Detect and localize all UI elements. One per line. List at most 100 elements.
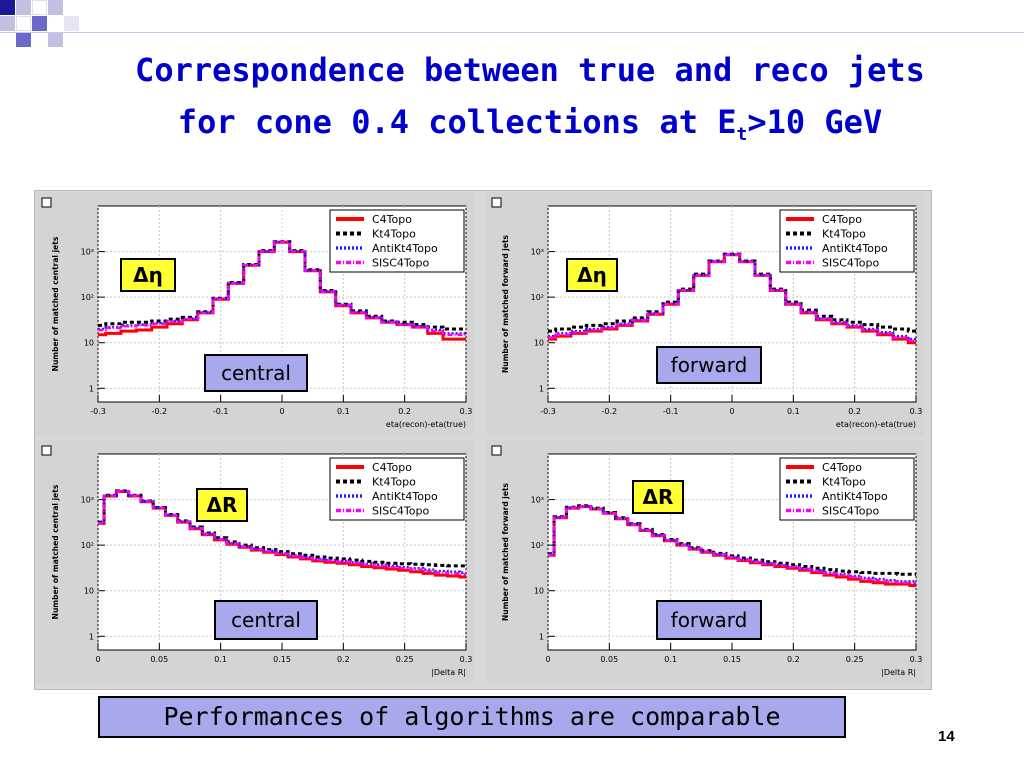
y-tick-label: 10²: [531, 541, 544, 550]
x-tick-label: 0.15: [273, 655, 291, 664]
corner-decoration-square: [0, 16, 15, 31]
dr-forward-plot: 1 10 10² 10³ 0 0.05 0.1 0.15 0.2 0.25 0.3 |Delta R|…: [486, 440, 924, 684]
legend-label: C4Topo: [372, 461, 412, 474]
legend-label: C4Topo: [822, 461, 862, 474]
x-axis-title: eta(recon)-eta(true): [386, 420, 466, 429]
x-tick-label: 0.25: [846, 655, 864, 664]
conclusion-box: Performances of algorithms are comparabl…: [98, 696, 846, 738]
x-tick-label: -0.2: [152, 407, 168, 416]
legend-label: AntiKt4Topo: [372, 242, 438, 255]
x-axis-title: eta(recon)-eta(true): [836, 420, 916, 429]
y-tick-label: 10²: [531, 293, 544, 302]
x-tick-label: 0.25: [396, 655, 414, 664]
y-tick-label: 10³: [531, 248, 544, 257]
plot-corner-box: [41, 445, 52, 456]
legend-label: AntiKt4Topo: [822, 242, 888, 255]
x-tick-label: 0.05: [150, 655, 168, 664]
y-tick-label: 1: [539, 632, 544, 641]
y-tick-label: 10: [84, 587, 94, 596]
corner-decoration-square: [16, 32, 31, 47]
dr-central-plot: 1 10 10² 10³ 0 0.05 0.1 0.15 0.2 0.25 0.3 |Delta R|…: [36, 440, 474, 684]
y-tick-label: 10: [534, 587, 544, 596]
legend-label: Kt4Topo: [822, 476, 866, 489]
legend-label: SISC4Topo: [822, 505, 879, 518]
legend-label: Kt4Topo: [372, 228, 416, 241]
y-axis-title: Number of matched central jets: [51, 484, 60, 619]
x-axis-title: |Delta R|: [431, 668, 466, 677]
legend-label: SISC4Topo: [822, 257, 879, 270]
series-line-antikt4topo: [548, 253, 916, 341]
y-tick-label: 10³: [81, 248, 94, 257]
corner-decoration-square: [16, 16, 31, 31]
region-label-forward-bottom: forward: [656, 600, 762, 640]
series-line-sisc4topo: [98, 490, 466, 576]
legend-label: AntiKt4Topo: [372, 490, 438, 503]
plot-corner-box: [41, 197, 52, 208]
legend-label: AntiKt4Topo: [822, 490, 888, 503]
delta-r-label-forward: ΔR: [632, 480, 684, 514]
series-line-sisc4topo: [548, 505, 916, 584]
x-tick-label: 0.2: [337, 655, 350, 664]
corner-decoration-square: [32, 16, 47, 31]
y-tick-label: 10³: [531, 496, 544, 505]
title-line-1: Correspondence between true and reco jet…: [135, 51, 925, 89]
x-tick-label: 0: [279, 407, 284, 416]
corner-decoration-square: [32, 0, 47, 15]
x-tick-label: 0.1: [337, 407, 350, 416]
region-label-central-top: central: [204, 354, 308, 392]
x-tick-label: 0: [545, 655, 550, 664]
legend-label: SISC4Topo: [372, 505, 429, 518]
title-subscript: t: [736, 124, 748, 145]
title-line-2: for cone 0.4 collections at Et>10 GeV: [60, 96, 1000, 161]
x-tick-label: 0.3: [460, 655, 473, 664]
title-line-2-post: >10 GeV: [747, 103, 883, 141]
title-underline: [0, 32, 1024, 33]
y-tick-label: 1: [89, 384, 94, 393]
delta-eta-label-forward: Δη: [566, 258, 618, 292]
x-tick-label: 0.05: [600, 655, 618, 664]
x-tick-label: 0.3: [910, 655, 923, 664]
x-tick-label: 0: [729, 407, 734, 416]
legend-label: Kt4Topo: [372, 476, 416, 489]
page-number: 14: [938, 728, 955, 745]
y-tick-label: 10³: [81, 496, 94, 505]
delta-r-label-central: ΔR: [196, 488, 248, 522]
x-tick-label: 0.3: [460, 407, 473, 416]
y-axis-title: Number of matched central jets: [51, 236, 60, 371]
corner-decoration-square: [48, 0, 63, 15]
legend-label: C4Topo: [822, 213, 862, 226]
x-tick-label: -0.3: [90, 407, 106, 416]
x-tick-label: 0.2: [787, 655, 800, 664]
y-tick-label: 10: [534, 339, 544, 348]
x-tick-label: 0.15: [723, 655, 741, 664]
legend-label: C4Topo: [372, 213, 412, 226]
x-tick-label: -0.1: [213, 407, 229, 416]
legend-box: [329, 209, 465, 273]
region-label-central-bottom: central: [214, 600, 318, 640]
series-line-sisc4topo: [98, 240, 466, 336]
x-tick-label: 0.2: [398, 407, 411, 416]
deta-forward-plot: 1 10 10² 10³ -0.3 -0.2 -0.1 0 0.1 0.2 0.3 eta(recon…: [486, 192, 924, 436]
deta-central-plot: 1 10 10² 10³ -0.3 -0.2 -0.1 0 0.1 0.2 0.3 eta(recon…: [36, 192, 474, 436]
x-tick-label: -0.2: [602, 407, 618, 416]
corner-decoration-square: [48, 32, 63, 47]
plot-corner-box: [491, 197, 502, 208]
region-label-forward-top: forward: [656, 346, 762, 384]
x-tick-label: 0.2: [848, 407, 861, 416]
slide-title: Correspondence between true and reco jet…: [60, 44, 1000, 161]
y-axis-title: Number of matched forward jets: [501, 234, 510, 373]
legend-box: [779, 209, 915, 273]
x-tick-label: -0.3: [540, 407, 556, 416]
y-tick-label: 1: [89, 632, 94, 641]
plot-corner-box: [491, 445, 502, 456]
delta-eta-label-central: Δη: [120, 258, 176, 292]
legend-label: SISC4Topo: [372, 257, 429, 270]
y-tick-label: 1: [539, 384, 544, 393]
x-tick-label: 0.1: [787, 407, 800, 416]
x-tick-label: 0: [95, 655, 100, 664]
corner-decoration-square: [0, 0, 15, 15]
x-tick-label: 0.3: [910, 407, 923, 416]
x-tick-label: -0.1: [663, 407, 679, 416]
y-axis-title: Number of matched forward jets: [501, 482, 510, 621]
x-tick-label: 0.1: [214, 655, 227, 664]
